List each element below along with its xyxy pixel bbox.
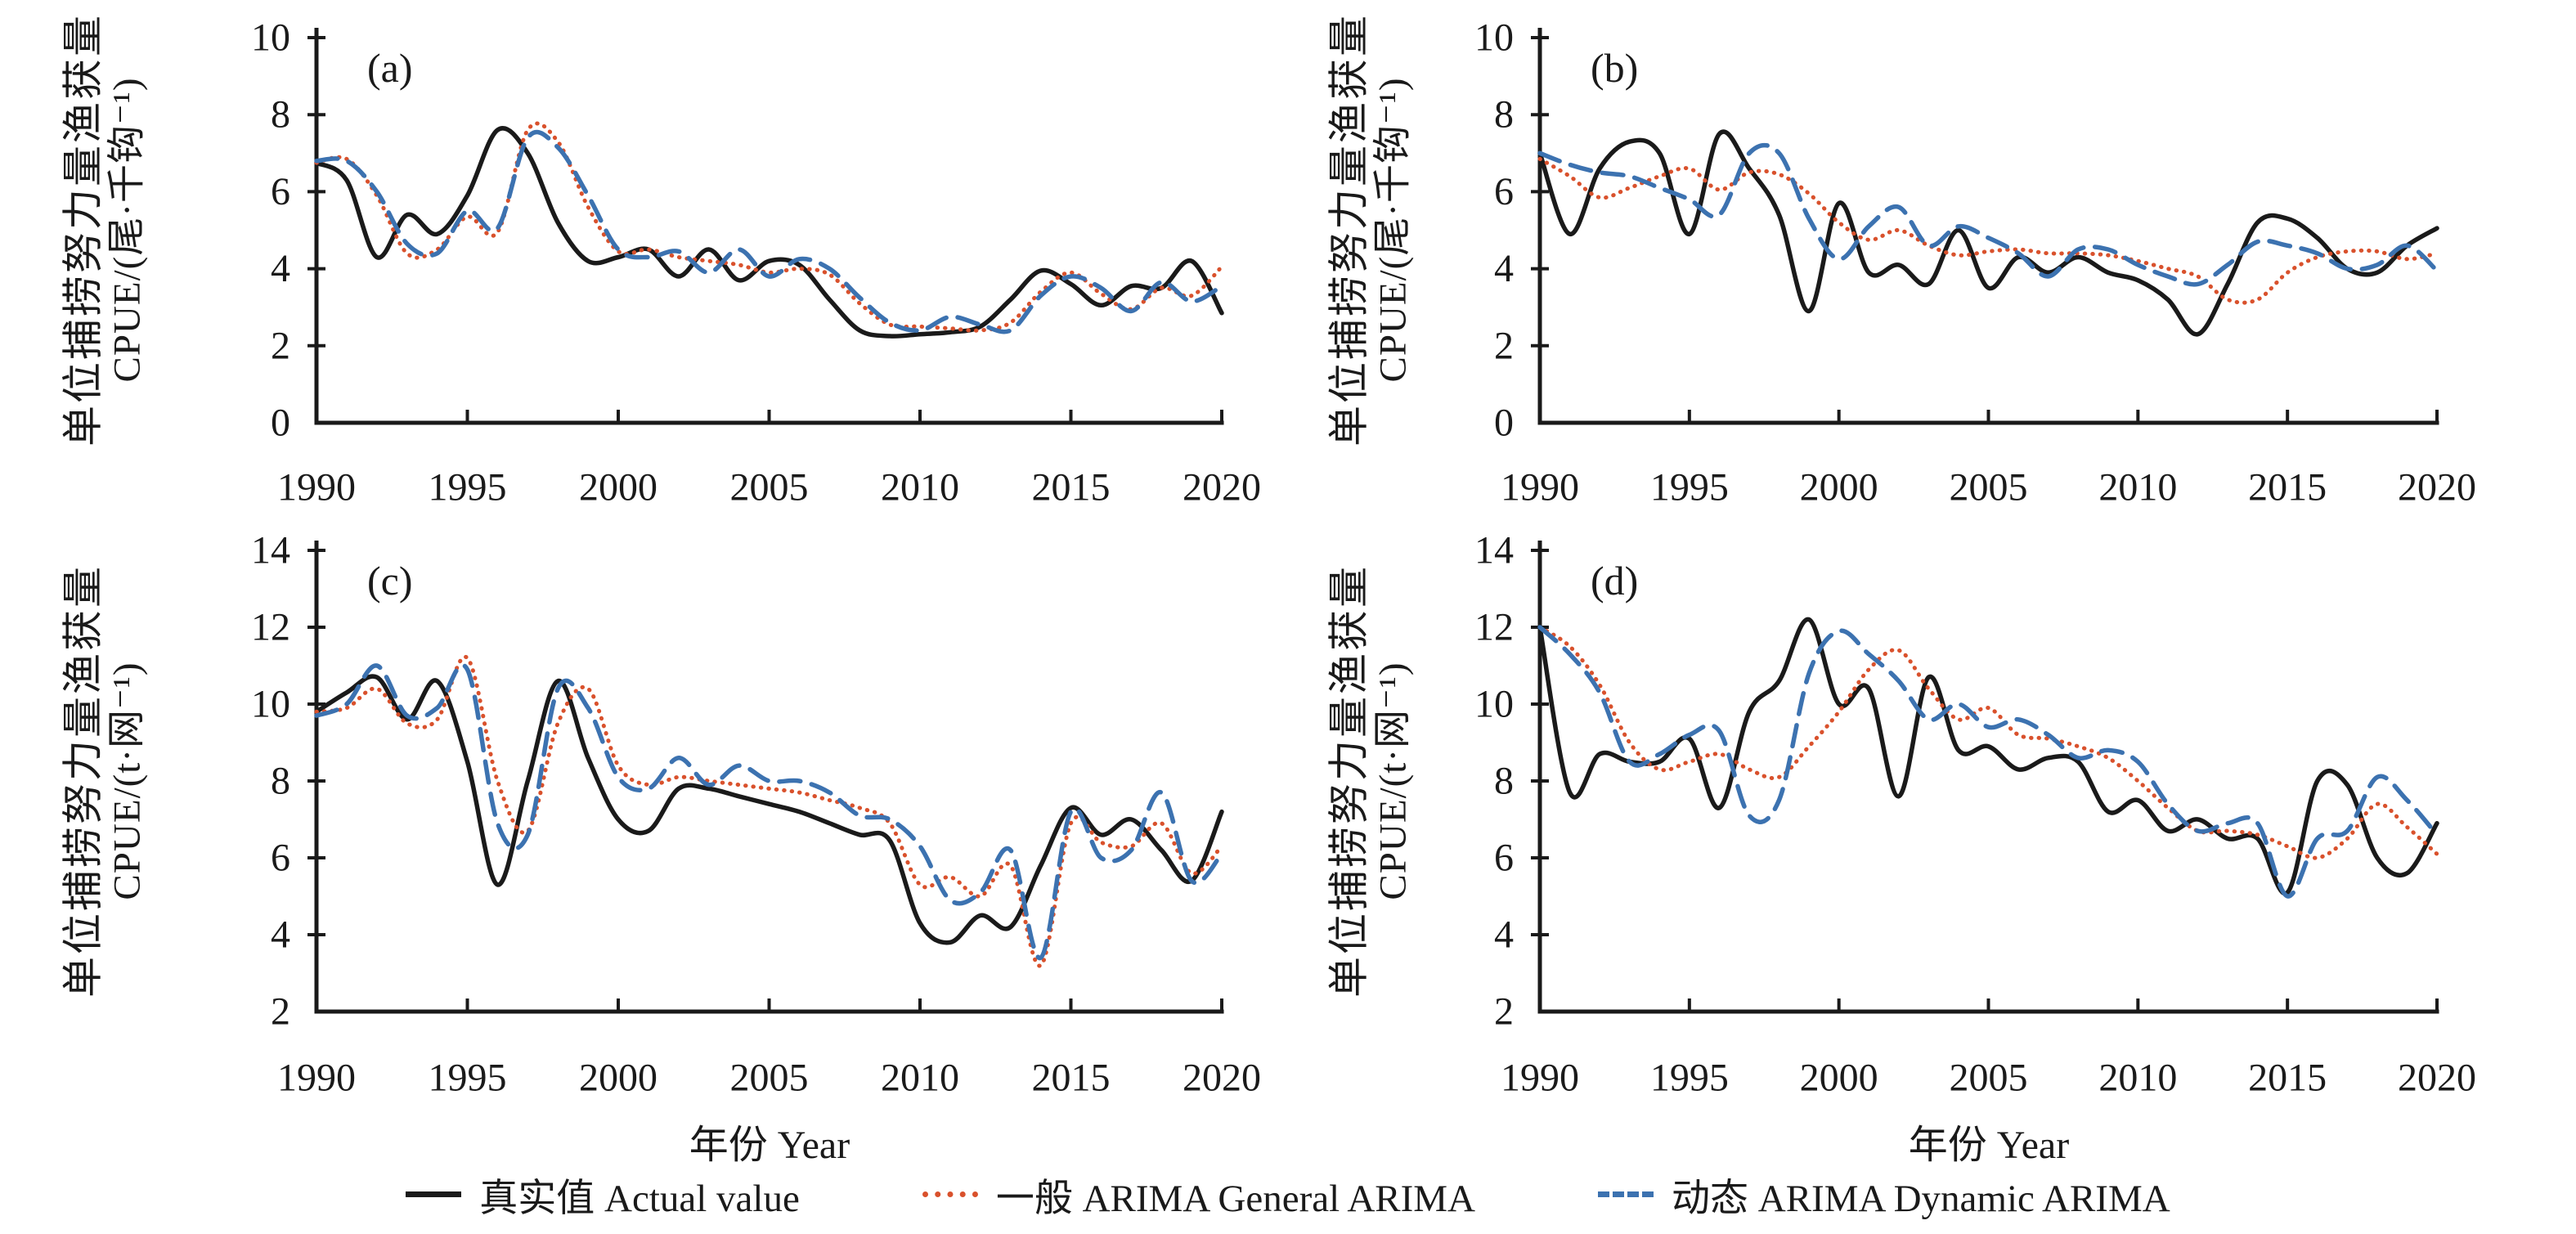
x-axis-label-panel-d: 年份 Year — [1908, 1124, 2070, 1167]
y-tick-label: 12 — [1474, 606, 1514, 649]
x-tick-label: 2000 — [1800, 466, 1878, 509]
y-axis-label-unit: CPUE/(尾·千钩⁻¹) — [1371, 77, 1415, 383]
x-tick-label: 2000 — [579, 466, 657, 509]
x-tick-label: 2015 — [2248, 1057, 2327, 1100]
x-axis-label-panel-c: 年份 Year — [689, 1124, 850, 1167]
x-tick-label: 2020 — [2398, 466, 2476, 509]
series-line-dotted — [1537, 625, 2439, 860]
x-tick-label: 2005 — [730, 1057, 809, 1100]
y-tick-label: 2 — [1494, 324, 1514, 367]
x-tick-label: 1990 — [1501, 1057, 1579, 1100]
series-line-solid — [1537, 129, 2439, 337]
y-axis-label-panel-b: 单位捕捞努力量渔获量 CPUE/(尾·千钩⁻¹) — [1326, 13, 1416, 446]
panel-tag: (b) — [1591, 45, 1638, 91]
x-tick-label: 2005 — [1950, 1057, 2028, 1100]
x-tick-label: 1995 — [1650, 466, 1729, 509]
x-tick-label: 2010 — [2098, 466, 2177, 509]
x-tick-label: 2010 — [2098, 1057, 2177, 1100]
y-tick-label: 12 — [251, 606, 290, 649]
y-tick-label: 14 — [251, 529, 290, 572]
dashed-line-icon — [1598, 1191, 1654, 1197]
series-line-dashed — [314, 129, 1224, 334]
x-tick-label: 2020 — [2398, 1057, 2476, 1100]
solid-line-icon — [406, 1191, 462, 1197]
x-tick-label: 1995 — [1650, 1057, 1729, 1100]
y-tick-label: 10 — [251, 16, 290, 60]
y-axis-label-cn: 单位捕捞努力量渔获量 — [60, 13, 106, 446]
y-tick-label: 4 — [1494, 913, 1514, 957]
legend: 真实值 Actual value 一般 ARIMA General ARIMA … — [0, 1166, 2576, 1223]
panel-a: 0 2 4 6 8 10 1990 1995 2000 2005 2010 2015 2020 (a) — [251, 16, 1261, 509]
legend-item-actual: 真实值 Actual value — [406, 1166, 800, 1223]
dotted-line-icon — [922, 1191, 978, 1197]
y-axis-label-cn: 单位捕捞努力量渔获量 — [1326, 564, 1372, 998]
y-tick-label: 0 — [1494, 402, 1514, 445]
x-tick-label: 2015 — [1032, 466, 1111, 509]
panel-tag: (c) — [367, 558, 413, 604]
series-line-dashed — [1537, 625, 2439, 899]
legend-label-general-arima: 一般 ARIMA General ARIMA — [995, 1178, 1475, 1220]
y-axis-label-unit: CPUE/(t·网⁻¹) — [1371, 662, 1415, 900]
x-tick-label: 2015 — [1032, 1057, 1111, 1100]
x-tick-label: 1990 — [277, 466, 356, 509]
x-tick-label: 2015 — [2248, 466, 2327, 509]
y-tick-label: 8 — [271, 760, 290, 803]
legend-label-dynamic-arima: 动态 ARIMA Dynamic ARIMA — [1672, 1178, 2170, 1220]
x-tick-label: 1990 — [1501, 466, 1579, 509]
y-tick-label: 8 — [271, 93, 290, 137]
y-tick-label: 6 — [1494, 170, 1514, 213]
y-axis-label-cn: 单位捕捞努力量渔获量 — [60, 564, 106, 998]
y-tick-label: 4 — [1494, 247, 1514, 290]
x-tick-label: 2000 — [579, 1057, 657, 1100]
panel-tag: (d) — [1591, 558, 1638, 604]
series-line-dotted — [314, 121, 1224, 333]
series-line-solid — [314, 674, 1224, 945]
x-tick-label: 1995 — [429, 466, 507, 509]
y-tick-label: 8 — [1494, 760, 1514, 803]
panel-b: 0 2 4 6 8 10 1990 1995 2000 2005 2010 2015 2020 (b) — [1474, 16, 2476, 509]
x-tick-label: 2010 — [881, 1057, 959, 1100]
legend-label-actual: 真实值 Actual value — [479, 1178, 800, 1220]
x-tick-label: 2020 — [1183, 1057, 1261, 1100]
y-tick-label: 10 — [1474, 16, 1514, 60]
legend-item-dynamic-arima: 动态 ARIMA Dynamic ARIMA — [1598, 1166, 2170, 1223]
y-tick-label: 4 — [271, 247, 290, 290]
x-tick-label: 1995 — [429, 1057, 507, 1100]
x-tick-label: 2010 — [881, 466, 959, 509]
y-tick-label: 10 — [251, 683, 290, 726]
series-line-dashed — [1537, 142, 2439, 287]
panel-tag: (a) — [367, 45, 413, 91]
y-tick-label: 8 — [1494, 93, 1514, 137]
y-axis-label-panel-c: 单位捕捞努力量渔获量 CPUE/(t·网⁻¹) — [61, 564, 150, 998]
series-line-dotted — [1537, 156, 2439, 305]
y-tick-label: 0 — [271, 402, 290, 445]
x-tick-label: 2000 — [1800, 1057, 1878, 1100]
x-tick-label: 2005 — [1950, 466, 2028, 509]
panel-d: 2 4 6 8 10 12 14 1990 1995 2000 2005 2010 2015 2020 (d… — [1474, 529, 2476, 1100]
y-tick-label: 14 — [1474, 529, 1514, 572]
x-tick-label: 2005 — [730, 466, 809, 509]
y-tick-label: 6 — [271, 837, 290, 880]
y-axis-label-unit: CPUE/(t·网⁻¹) — [105, 662, 149, 900]
y-axis-label-panel-a: 单位捕捞努力量渔获量 CPUE/(尾·千钩⁻¹) — [61, 13, 150, 446]
y-tick-label: 10 — [1474, 683, 1514, 726]
series-line-dashed — [314, 662, 1224, 960]
y-axis-label-panel-d: 单位捕捞努力量渔获量 CPUE/(t·网⁻¹) — [1326, 564, 1416, 998]
y-tick-label: 6 — [271, 170, 290, 213]
y-tick-label: 4 — [271, 913, 290, 957]
y-tick-label: 2 — [271, 990, 290, 1034]
y-axis-label-cn: 单位捕捞努力量渔获量 — [1326, 13, 1372, 446]
y-tick-label: 2 — [271, 324, 290, 367]
legend-item-general-arima: 一般 ARIMA General ARIMA — [922, 1166, 1475, 1223]
y-axis-label-unit: CPUE/(尾·千钩⁻¹) — [105, 77, 149, 383]
x-tick-label: 1990 — [277, 1057, 356, 1100]
panel-c: 2 4 6 8 10 12 14 1990 1995 2000 2005 2010 2015 2020 (c… — [251, 529, 1261, 1100]
y-tick-label: 2 — [1494, 990, 1514, 1034]
series-line-dotted — [314, 654, 1224, 968]
x-tick-label: 2020 — [1183, 466, 1261, 509]
y-tick-label: 6 — [1494, 837, 1514, 880]
